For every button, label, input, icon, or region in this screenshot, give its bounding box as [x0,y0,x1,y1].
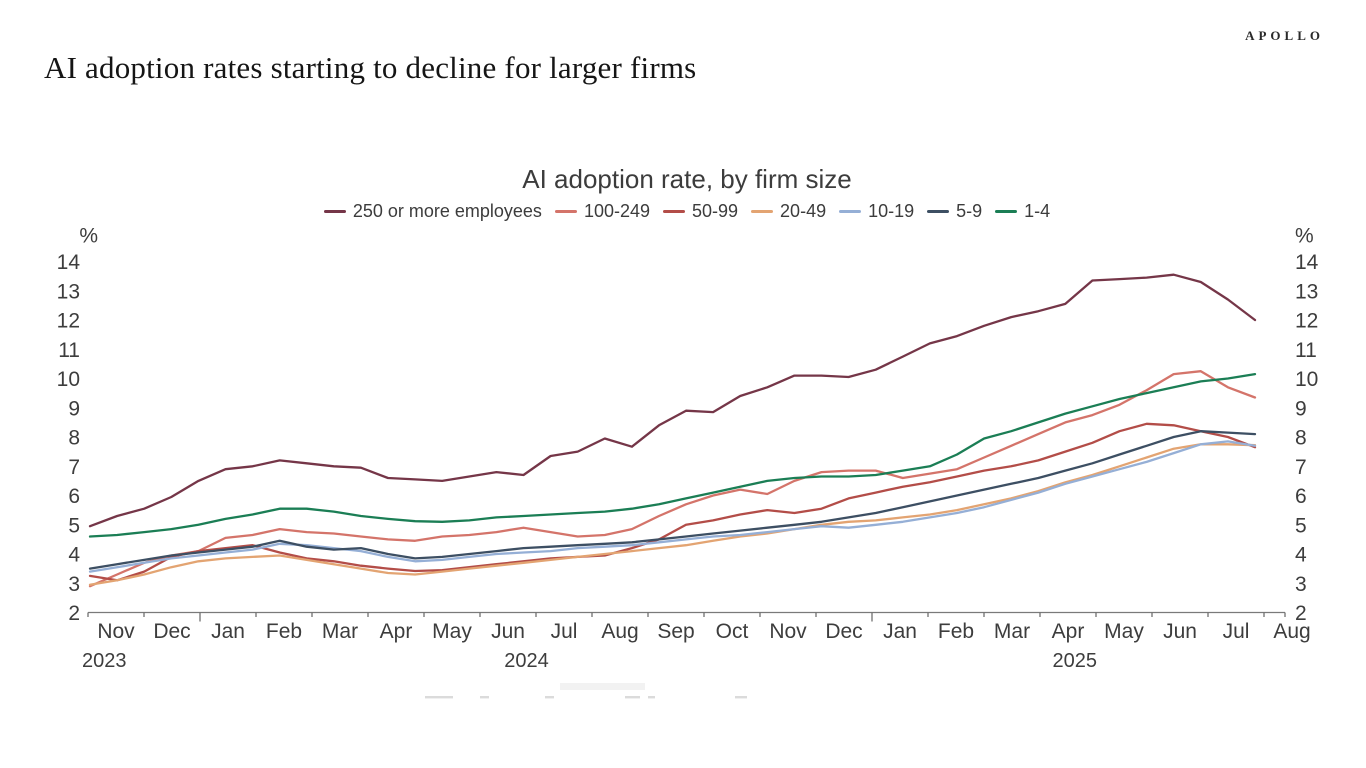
x-tick-label: Jan [211,620,245,643]
footnote-smudge [425,696,453,699]
y-tick-label-right: 11 [1295,339,1317,362]
legend-label-250-or-more: 250 or more employees [352,201,542,221]
legend-item-1-4: 1-4 [995,201,1050,222]
plot-line-100-249 [88,370,1257,588]
y-tick-label-left: 13 [57,280,80,303]
y-tick-label-left: 10 [57,368,80,391]
y-tick-label-right: 10 [1295,368,1318,391]
x-tick-label: Apr [1052,620,1085,643]
x-year-label: 2023 [82,650,127,672]
legend-swatch-100-249 [554,209,577,214]
chart-legend: 250 or more employees 100-249 50-99 20-49 10… [60,201,1314,222]
y-tick-label-right: 7 [1295,456,1307,479]
footnote-smudge [480,696,489,699]
legend-label-50-99: 50-99 [692,201,739,221]
x-tick-label: Dec [825,620,862,643]
x-tick-label: Oct [716,620,749,643]
y-tick-label-right: 13 [1295,280,1318,303]
legend-item-20-49: 20-49 [751,201,826,222]
x-tick-label: Feb [266,620,302,643]
x-year-label: 2025 [1052,650,1097,672]
legend-swatch-5-9 [927,209,950,214]
y-tick-label-left: 4 [68,544,80,567]
y-tick-label-left: 12 [57,310,80,333]
x-tick-label: Jan [883,620,917,643]
footnote-smudge [735,696,747,699]
legend-label-1-4: 1-4 [1024,201,1051,221]
legend-item-100-249: 100-249 [554,201,650,222]
chart-plot-area: Nov Dec Jan Feb Mar Apr May Jun Jul Aug Sep Oct Nov D… [57,225,1319,699]
legend-swatch-50-99 [663,209,685,214]
y-tick-label-left: 9 [68,397,80,420]
x-tick-label: Jul [551,620,578,643]
footnote-smudge [625,696,640,699]
x-tick-label: Mar [322,620,358,643]
footnote-smudge [560,683,645,690]
y-tick-label-right: 9 [1295,397,1307,420]
x-tick-label: Nov [769,620,807,643]
legend-item-5-9: 5-9 [927,201,982,222]
y-tick-label-right: 6 [1295,485,1307,508]
y-axis-unit-left: % [79,225,98,248]
x-tick-label: Aug [1273,620,1310,643]
y-tick-label-right: 3 [1295,573,1307,596]
legend-item-50-99: 50-99 [663,201,738,222]
footnote-smudge [648,696,655,699]
x-tick-label: Feb [938,620,974,643]
y-tick-label-right: 4 [1295,544,1307,567]
plot-line-5-9 [88,430,1257,570]
legend-swatch-250-or-more [323,209,346,214]
page-title: AI adoption rates starting to decline fo… [44,50,697,85]
plot-line-50-99 [88,422,1257,582]
x-tick-label: Dec [153,620,190,643]
y-tick-label-right: 2 [1295,602,1307,625]
legend-label-20-49: 20-49 [780,201,827,221]
x-year-label: 2024 [504,650,548,672]
y-tick-label-right: 8 [1295,427,1307,450]
chart-title: AI adoption rate, by firm size [522,164,852,194]
y-tick-label-left: 8 [68,427,80,450]
plot-line-20-49 [88,443,1257,586]
legend-item-250-or-more: 250 or more employees [323,201,542,222]
x-tick-label: May [1104,620,1144,643]
y-tick-label-right: 12 [1295,310,1318,333]
plot-line-1-4 [88,372,1257,538]
legend-swatch-20-49 [751,209,774,214]
y-tick-label-left: 11 [58,339,80,362]
y-tick-label-right: 14 [1295,251,1319,274]
legend-item-10-19: 10-19 [839,201,914,222]
y-axis-unit-right: % [1295,225,1314,248]
x-tick-label: Aug [601,620,638,643]
x-tick-label: Nov [97,620,135,643]
legend-label-10-19: 10-19 [868,201,915,221]
y-tick-label-right: 5 [1295,514,1307,537]
y-tick-label-left: 6 [68,485,80,508]
y-tick-label-left: 14 [57,251,81,274]
x-tick-label: Jun [1163,620,1197,643]
y-tick-label-left: 3 [68,573,80,596]
legend-swatch-10-19 [839,209,862,214]
x-tick-label: Mar [994,620,1030,643]
x-tick-label: May [432,620,472,643]
y-tick-label-left: 7 [68,456,80,479]
legend-swatch-1-4 [995,209,1018,214]
plot-line-250-or-more [88,273,1257,528]
y-tick-label-left: 5 [68,514,80,537]
legend-label-100-249: 100-249 [583,201,650,221]
plot-line-10-19 [88,440,1257,573]
x-tick-label: Jun [491,620,525,643]
legend-label-5-9: 5-9 [956,201,983,221]
x-tick-label: Sep [657,620,694,643]
footnote-smudge [545,696,554,699]
x-tick-label: Jul [1223,620,1250,643]
y-tick-label-left: 2 [68,602,80,625]
apollo-logo: APOLLO [1245,28,1324,43]
x-tick-label: Apr [380,620,413,643]
